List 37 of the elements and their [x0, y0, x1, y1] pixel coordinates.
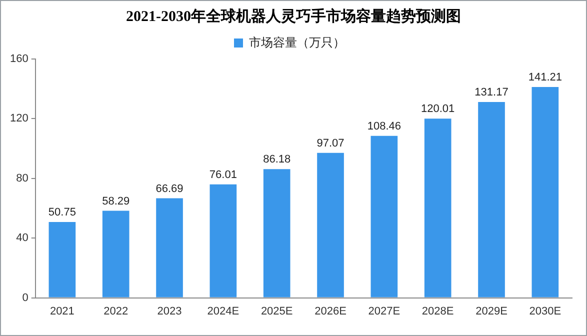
x-tick-label: 2025E [260, 305, 293, 318]
chart-title: 2021-2030年全球机器人灵巧手市场容量趋势预测图 [125, 7, 462, 26]
bar [424, 118, 452, 298]
x-tick-label: 2022 [104, 305, 128, 318]
bar [48, 222, 76, 298]
data-label: 120.01 [421, 103, 455, 116]
y-tick-label: 40 [16, 232, 28, 244]
y-tick-label: 80 [16, 172, 28, 184]
data-label: 141.21 [528, 72, 562, 84]
bar [317, 152, 344, 298]
bar [210, 184, 237, 298]
data-label: 50.75 [48, 206, 76, 219]
data-label: 86.18 [263, 154, 291, 166]
bar [370, 136, 398, 298]
x-tick-label: 2023 [157, 305, 182, 318]
x-tick-label: 2030E [529, 305, 562, 318]
legend-label: 市场容量（万只） [249, 35, 345, 50]
x-tick-label: 2026E [314, 305, 346, 318]
bar [532, 87, 559, 298]
x-tick-label: 2028E [422, 305, 454, 318]
x-tick-label: 2024E [207, 305, 240, 318]
bar [156, 198, 183, 298]
data-label: 58.29 [102, 195, 130, 208]
bar [478, 102, 505, 298]
bar [102, 210, 130, 298]
y-tick-label: 0 [22, 292, 28, 304]
data-label: 66.69 [156, 182, 184, 195]
data-label: 108.46 [367, 120, 401, 132]
data-label: 97.07 [316, 137, 344, 150]
x-tick-label: 2027E [368, 305, 400, 318]
y-tick-label: 120 [10, 112, 28, 125]
data-label: 76.01 [209, 168, 237, 181]
x-tick-label: 2021 [50, 305, 74, 318]
y-tick-label: 160 [10, 53, 28, 66]
bar [263, 169, 290, 298]
x-tick-label: 2029E [476, 305, 508, 318]
data-label: 131.17 [474, 86, 508, 99]
